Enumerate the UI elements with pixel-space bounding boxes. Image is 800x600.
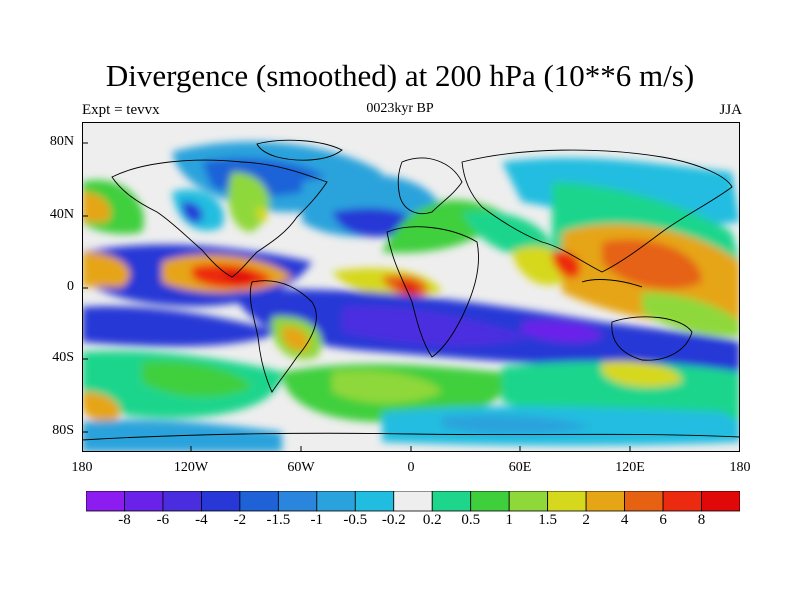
- colorbar-label: -0.2: [381, 512, 406, 528]
- colorbar-box: [239, 491, 279, 512]
- colorbar-label: -0.5: [343, 512, 368, 528]
- colorbar-box: [316, 491, 356, 512]
- colorbar-label: -6: [156, 512, 170, 528]
- colorbar-label: 0.5: [461, 512, 481, 528]
- colorbar-box: [624, 491, 664, 512]
- colorbar-box: [162, 491, 202, 512]
- colorbar-label: -4: [195, 512, 208, 528]
- colorbar-label: 1: [505, 512, 513, 528]
- experiment-label: Expt = tevvx: [82, 102, 160, 118]
- time-label: 0023kyr BP: [366, 101, 434, 116]
- colorbar-label: -2: [233, 512, 247, 528]
- y-tick-label: 80N: [49, 134, 74, 149]
- colorbar-label: 1.5: [538, 512, 557, 528]
- x-tick-label: 0: [407, 460, 415, 475]
- x-tick-label: 180: [71, 460, 93, 475]
- colorbar-box: [470, 491, 510, 512]
- colorbar-box: [393, 491, 433, 512]
- colorbar-box: [508, 491, 549, 512]
- colorbar-label: -1: [310, 512, 324, 528]
- figure-title: Divergence (smoothed) at 200 hPa (10**6 …: [105, 58, 695, 93]
- colorbar: [86, 491, 740, 512]
- coastlines: [82, 139, 740, 441]
- x-tick-label: 60W: [287, 460, 315, 475]
- colorbar-label: 0.2: [422, 512, 442, 528]
- colorbar-box: [124, 491, 164, 512]
- x-tick-label: 180: [729, 460, 751, 475]
- axis-ticks: [82, 142, 631, 452]
- y-tick-label: 40N: [49, 207, 74, 222]
- colorbar-label: 2: [582, 512, 590, 528]
- x-tick-label: 60E: [508, 460, 532, 475]
- colorbar-box: [701, 491, 740, 512]
- y-tick-label: 40S: [52, 350, 74, 365]
- x-tick-label: 120E: [615, 460, 645, 475]
- colorbar-box: [585, 491, 625, 512]
- divergence-map: [82, 122, 740, 452]
- colorbar-box: [277, 491, 318, 512]
- season-label: JJA: [719, 102, 742, 118]
- colorbar-label: -1.5: [266, 512, 291, 528]
- colorbar-label: 6: [659, 512, 667, 528]
- y-tick-label: 0: [67, 279, 74, 294]
- colorbar-box: [431, 491, 472, 512]
- x-tick-label: 120W: [173, 460, 209, 475]
- colorbar-box: [201, 491, 241, 512]
- colorbar-box: [547, 491, 587, 512]
- colorbar-label: 8: [697, 512, 706, 528]
- colorbar-label: 4: [620, 512, 629, 528]
- colorbar-label: -8: [118, 512, 131, 528]
- colorbar-box: [662, 491, 702, 512]
- colorbar-box: [86, 491, 125, 512]
- y-tick-label: 80S: [52, 423, 74, 438]
- colorbar-box: [354, 491, 395, 512]
